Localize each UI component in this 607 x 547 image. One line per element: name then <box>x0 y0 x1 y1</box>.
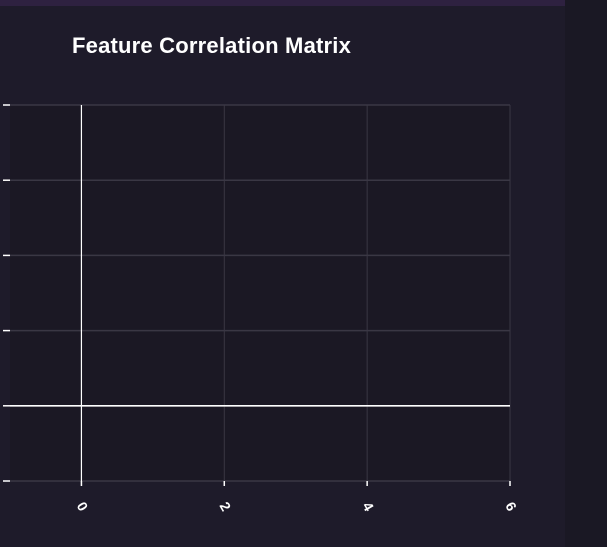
x-tick-label-0: 0 <box>74 499 92 514</box>
plot-area <box>10 105 510 481</box>
x-tick-label-2: 2 <box>217 499 235 514</box>
zero-lines <box>10 105 510 481</box>
right-side-panel <box>565 0 607 547</box>
top-accent-strip <box>0 0 565 6</box>
grid-lines <box>10 104 511 482</box>
x-axis: 0 2 4 6 <box>74 481 520 514</box>
x-tick-label-6: 6 <box>502 499 520 514</box>
x-tick-label-4: 4 <box>359 499 377 514</box>
y-axis <box>3 104 10 482</box>
chart-title: Feature Correlation Matrix <box>72 33 352 58</box>
